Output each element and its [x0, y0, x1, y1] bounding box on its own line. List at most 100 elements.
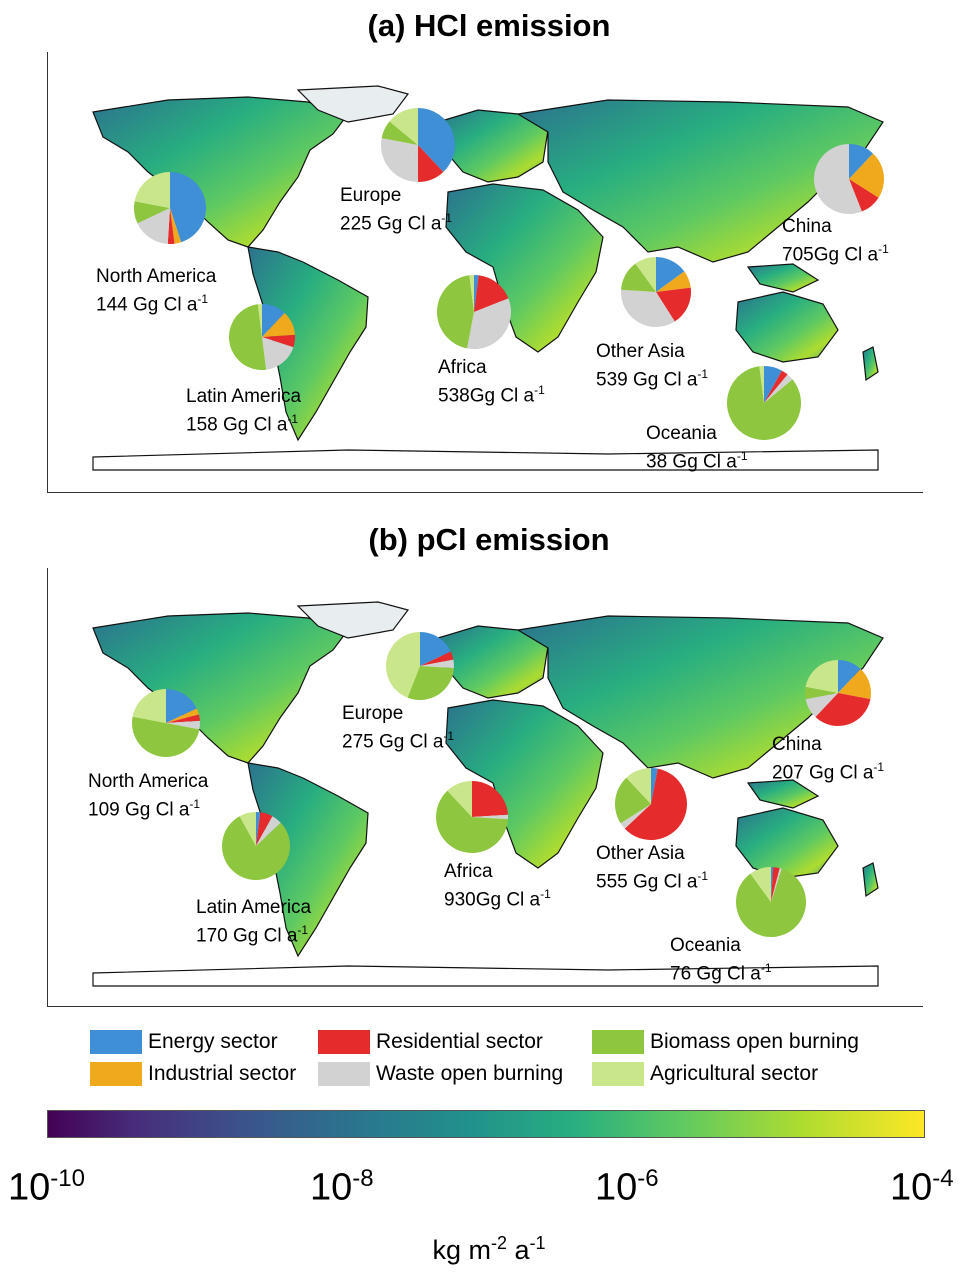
pie-slice — [764, 370, 788, 403]
land-north-america — [92, 96, 349, 248]
pie-slice — [134, 172, 170, 208]
region-emission: 38 Gg Cl a-1 — [646, 449, 748, 473]
region-label: Europe 275 Gg Cl a-1 — [342, 702, 454, 753]
colorbar-tick: 10-6 — [595, 1165, 659, 1209]
pie-slice — [838, 668, 871, 700]
land-australia — [735, 291, 839, 363]
colorbar-unit: kg m-2 a-1 — [432, 1233, 546, 1265]
pie-latin-america — [222, 812, 290, 880]
pie-slice — [615, 777, 651, 824]
region-name: Africa — [438, 357, 487, 378]
land-asia — [516, 615, 884, 779]
land-europe — [437, 109, 549, 183]
region-label: Oceania 38 Gg Cl a-1 — [646, 422, 748, 473]
region-label: China 207 Gg Cl a-1 — [772, 733, 884, 784]
colorbar-tick: 10-8 — [310, 1165, 374, 1209]
pie-slice — [166, 720, 200, 730]
pie-slice — [420, 651, 454, 666]
pie-china — [805, 660, 871, 726]
pie-slice — [469, 275, 474, 312]
pie-slice — [170, 172, 206, 243]
land-africa — [445, 699, 604, 869]
pie-slice — [407, 666, 454, 700]
region-emission: 930Gg Cl a-1 — [444, 887, 551, 911]
pie-slice — [229, 304, 267, 370]
legend-residential: Residential sector — [318, 1030, 543, 1054]
pie-slice — [764, 366, 782, 403]
pie-slice — [389, 108, 418, 145]
region-name: Other Asia — [596, 341, 685, 362]
region-name: Latin America — [186, 386, 302, 407]
pie-slice — [474, 275, 509, 312]
pie-africa — [437, 275, 511, 349]
pie-slice — [815, 693, 871, 726]
panel-b-map — [47, 568, 923, 1007]
region-label: Africa 538Gg Cl a-1 — [438, 356, 545, 407]
region-label: Other Asia 555 Gg Cl a-1 — [596, 842, 708, 893]
region-label: Latin America 158 Gg Cl a-1 — [186, 385, 301, 436]
pie-slice — [381, 121, 418, 145]
region-emission: 539 Gg Cl a-1 — [596, 367, 709, 391]
land-australia — [735, 807, 839, 879]
pie-slice — [620, 804, 651, 829]
land-north-america — [92, 612, 349, 764]
pie-slice — [472, 814, 508, 820]
region-label: Latin America 170 Gg Cl a-1 — [196, 896, 311, 947]
legend-swatch — [318, 1062, 370, 1086]
land-new-zealand — [862, 346, 879, 382]
pie-slice — [656, 271, 691, 292]
land-greenland — [296, 85, 410, 123]
panel-a-title: (a) HCl emission — [367, 8, 611, 43]
pie-slice — [849, 179, 879, 212]
pie-other-asia — [615, 768, 687, 840]
land-antarctica — [92, 965, 879, 987]
pie-slice — [436, 790, 508, 853]
pie-slice — [849, 144, 873, 179]
pie-slice — [771, 867, 774, 902]
region-label: North America 144 Gg Cl a-1 — [96, 265, 216, 316]
pie-slice — [626, 768, 651, 804]
world-map-a — [92, 85, 884, 471]
region-label: China 705Gg Cl a-1 — [782, 215, 889, 266]
pie-slice — [805, 686, 838, 700]
pie-slice — [400, 145, 418, 182]
pie-slice — [621, 263, 656, 292]
pie-slice — [170, 208, 182, 244]
pie-slice — [750, 867, 771, 902]
pie-slice — [472, 781, 508, 817]
region-name: Oceania — [670, 935, 741, 956]
pie-slice — [420, 632, 451, 666]
land-antarctica — [92, 449, 879, 471]
region-emission: 170 Gg Cl a-1 — [196, 923, 309, 947]
region-name: Africa — [444, 861, 493, 882]
world-map-b — [92, 601, 884, 987]
legend-waste: Waste open burning — [318, 1062, 563, 1086]
land-islands — [746, 263, 820, 293]
region-emission: 538Gg Cl a-1 — [438, 383, 545, 407]
land-africa — [445, 183, 604, 353]
pie-slice — [134, 201, 170, 224]
pie-slice — [474, 275, 479, 312]
region-emission: 158 Gg Cl a-1 — [186, 412, 299, 436]
pie-slice — [256, 812, 273, 846]
pie-oceania — [736, 867, 806, 937]
pie-slice — [132, 716, 200, 757]
pie-africa — [436, 781, 508, 853]
pie-europe — [381, 108, 455, 182]
pie-slice — [759, 366, 764, 403]
region-name: North America — [96, 266, 217, 287]
legend-industrial: Industrial sector — [90, 1062, 296, 1086]
region-name: Latin America — [196, 897, 312, 918]
pie-slice — [222, 816, 290, 880]
pie-slice — [239, 812, 256, 846]
pie-slice — [166, 708, 199, 723]
pie-slice — [418, 145, 444, 182]
region-name: Other Asia — [596, 843, 685, 864]
legend-energy: Energy sector — [90, 1030, 278, 1054]
legend-swatch — [318, 1030, 370, 1054]
region-name: China — [782, 216, 832, 237]
pie-north-america — [134, 172, 206, 244]
panel-b-title: (b) pCl emission — [368, 522, 610, 557]
pie-slice — [137, 208, 170, 244]
pie-slice — [381, 138, 418, 178]
